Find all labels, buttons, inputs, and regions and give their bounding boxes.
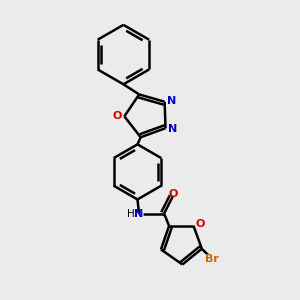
Text: N: N xyxy=(134,208,144,218)
Text: H: H xyxy=(127,208,135,218)
Text: N: N xyxy=(167,96,176,106)
Text: Br: Br xyxy=(205,254,219,264)
Text: O: O xyxy=(195,219,204,229)
Text: N: N xyxy=(168,124,177,134)
Text: O: O xyxy=(113,111,122,122)
Text: O: O xyxy=(168,189,178,199)
